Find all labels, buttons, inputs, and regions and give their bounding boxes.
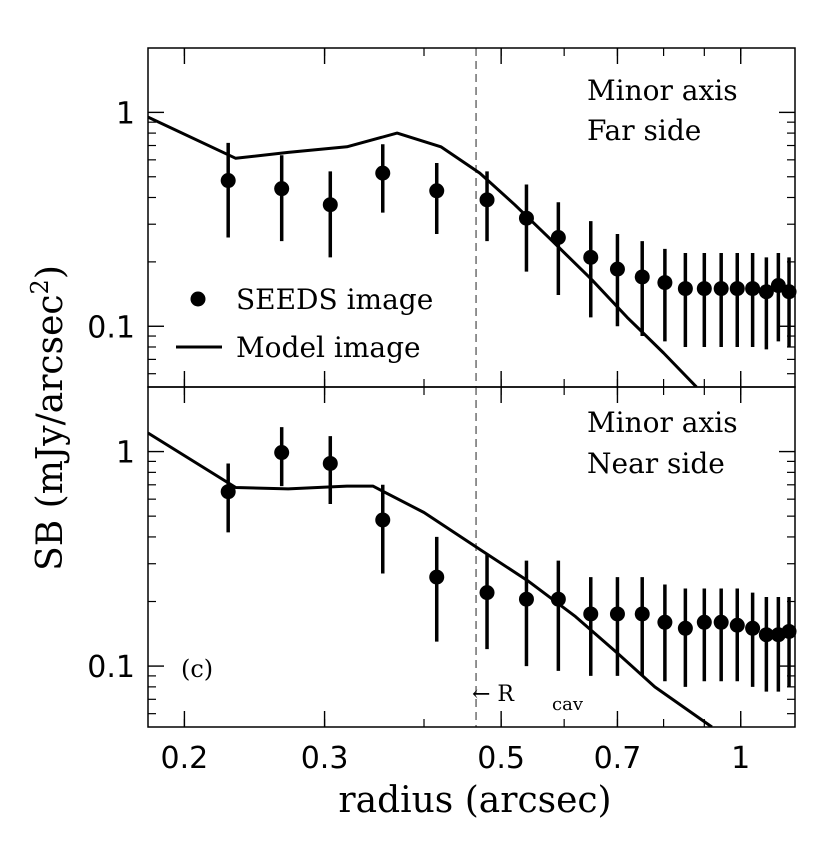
data-point-far-12 xyxy=(677,281,693,297)
x-tick-label-0: 0.2 xyxy=(161,741,209,776)
y-axis-title-end: ) xyxy=(30,265,71,279)
data-point-far-8 xyxy=(583,249,599,265)
data-point-near-13 xyxy=(696,614,712,630)
panel-near-label-line1: Minor axis xyxy=(587,406,738,439)
panel-near-side: 0.11 xyxy=(87,386,797,728)
legend-observed-marker xyxy=(190,291,206,307)
data-point-far-0 xyxy=(220,173,236,189)
y-axis-title: SB (mJy/arcsec2) xyxy=(26,265,71,571)
data-point-far-3 xyxy=(375,165,391,181)
data-point-near-1 xyxy=(274,445,290,461)
data-point-near-15 xyxy=(729,617,745,633)
model-curve-near xyxy=(148,431,713,727)
data-point-near-5 xyxy=(479,585,495,601)
data-point-near-7 xyxy=(550,591,566,607)
panel-frame-near xyxy=(147,386,796,728)
y-axis-title-sup: 2 xyxy=(26,279,54,294)
data-point-far-5 xyxy=(479,192,495,208)
data-point-near-4 xyxy=(429,569,445,585)
panel-label: (c) xyxy=(181,655,213,683)
data-point-far-15 xyxy=(729,281,745,297)
data-point-near-3 xyxy=(375,512,391,528)
panel-far-side: 0.11 xyxy=(87,47,797,388)
data-point-far-9 xyxy=(609,261,625,277)
data-point-near-0 xyxy=(220,484,236,500)
data-point-far-19 xyxy=(781,284,797,300)
data-point-near-17 xyxy=(758,627,774,643)
x-axis-title: radius (arcsec) xyxy=(338,780,611,821)
data-point-far-16 xyxy=(745,281,761,297)
data-point-far-13 xyxy=(696,281,712,297)
y-tick-label-far-0: 0.1 xyxy=(87,310,135,345)
y-axis-title-main: SB (mJy/arcsec xyxy=(30,294,71,570)
x-tick-label-1: 0.3 xyxy=(301,741,349,776)
data-point-near-10 xyxy=(634,606,650,622)
data-point-far-4 xyxy=(429,183,445,199)
data-point-near-19 xyxy=(781,623,797,639)
x-tick-label-3: 0.7 xyxy=(594,741,642,776)
data-point-far-2 xyxy=(322,197,338,213)
data-point-near-9 xyxy=(609,606,625,622)
y-tick-label-near-0: 0.1 xyxy=(87,650,135,685)
data-point-near-16 xyxy=(745,620,761,636)
rcav-arrow: ← R xyxy=(472,682,515,707)
x-tick-label-2: 0.5 xyxy=(477,741,525,776)
data-point-near-6 xyxy=(518,591,534,607)
data-point-far-1 xyxy=(274,181,290,197)
data-point-far-11 xyxy=(657,275,673,291)
data-point-near-8 xyxy=(583,606,599,622)
legend-model-label: Model image xyxy=(236,331,421,364)
data-point-near-12 xyxy=(677,620,693,636)
data-point-near-11 xyxy=(657,614,673,630)
data-point-far-17 xyxy=(758,284,774,300)
panel-far-label-line1: Minor axis xyxy=(587,74,738,107)
panel-near-label-line2: Near side xyxy=(587,447,725,480)
data-point-far-6 xyxy=(518,210,534,226)
data-point-near-14 xyxy=(713,614,729,630)
x-tick-label-4: 1 xyxy=(731,741,750,776)
panel-far-label-line2: Far side xyxy=(587,114,701,147)
legend-observed-label: SEEDS image xyxy=(236,283,433,316)
data-point-far-14 xyxy=(713,281,729,297)
data-point-far-7 xyxy=(550,230,566,246)
y-tick-label-far-1: 1 xyxy=(116,96,135,131)
rcav-subscript: cav xyxy=(552,694,584,715)
data-point-far-10 xyxy=(634,269,650,285)
x-tick-labels: 0.2 0.3 0.5 0.7 1 xyxy=(161,741,751,776)
y-tick-label-near-1: 1 xyxy=(116,436,135,471)
data-point-near-2 xyxy=(322,455,338,471)
model-curve-far xyxy=(148,115,698,387)
